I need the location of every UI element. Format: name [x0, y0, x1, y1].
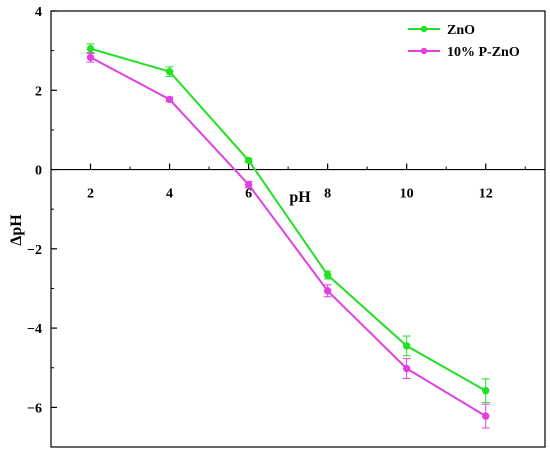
y-tick-label: 4 — [35, 5, 42, 20]
data-point — [323, 271, 332, 279]
data-point — [482, 412, 490, 420]
axes-layer: 2 4 6 8 10 12 4 2 0 −2 −4 −6 — [27, 5, 545, 416]
series-layer — [86, 43, 490, 429]
data-point — [323, 287, 332, 295]
x-tick-label: 12 — [479, 187, 493, 202]
series-line-zno — [90, 47, 487, 392]
x-tick-label: 8 — [324, 187, 331, 202]
legend-label-zno: ZnO — [447, 23, 475, 38]
legend-label-p-zno: 10% P-ZnO — [447, 45, 520, 60]
y-axis-label: ΔpH — [8, 214, 25, 246]
data-point — [402, 342, 411, 350]
legend: ZnO 10% P-ZnO — [408, 23, 520, 60]
series-zno — [86, 43, 490, 404]
data-point — [482, 387, 490, 395]
x-tick-label: 4 — [166, 187, 173, 202]
data-point — [244, 180, 253, 189]
x-axis-label: pH — [289, 189, 311, 206]
x-tick-label: 2 — [87, 187, 94, 202]
y-tick-label: −6 — [27, 401, 42, 416]
x-tick-label: 10 — [400, 187, 414, 202]
data-point — [402, 364, 411, 373]
legend-marker-p-zno — [420, 47, 428, 55]
y-tick-label: −4 — [27, 322, 42, 337]
legend-marker-zno — [420, 25, 428, 33]
data-point — [86, 53, 95, 62]
data-point — [165, 95, 174, 104]
y-tick-label: 2 — [35, 84, 42, 99]
series-line-p-zno — [90, 56, 487, 417]
y-tick-label: 0 — [35, 164, 42, 179]
data-point — [165, 67, 174, 76]
data-point — [86, 44, 95, 53]
plot-frame — [50, 10, 546, 448]
x-tick-label: 6 — [245, 187, 252, 202]
y-tick-label: −2 — [27, 243, 42, 258]
series-p-zno — [86, 52, 490, 429]
data-point — [244, 156, 253, 165]
